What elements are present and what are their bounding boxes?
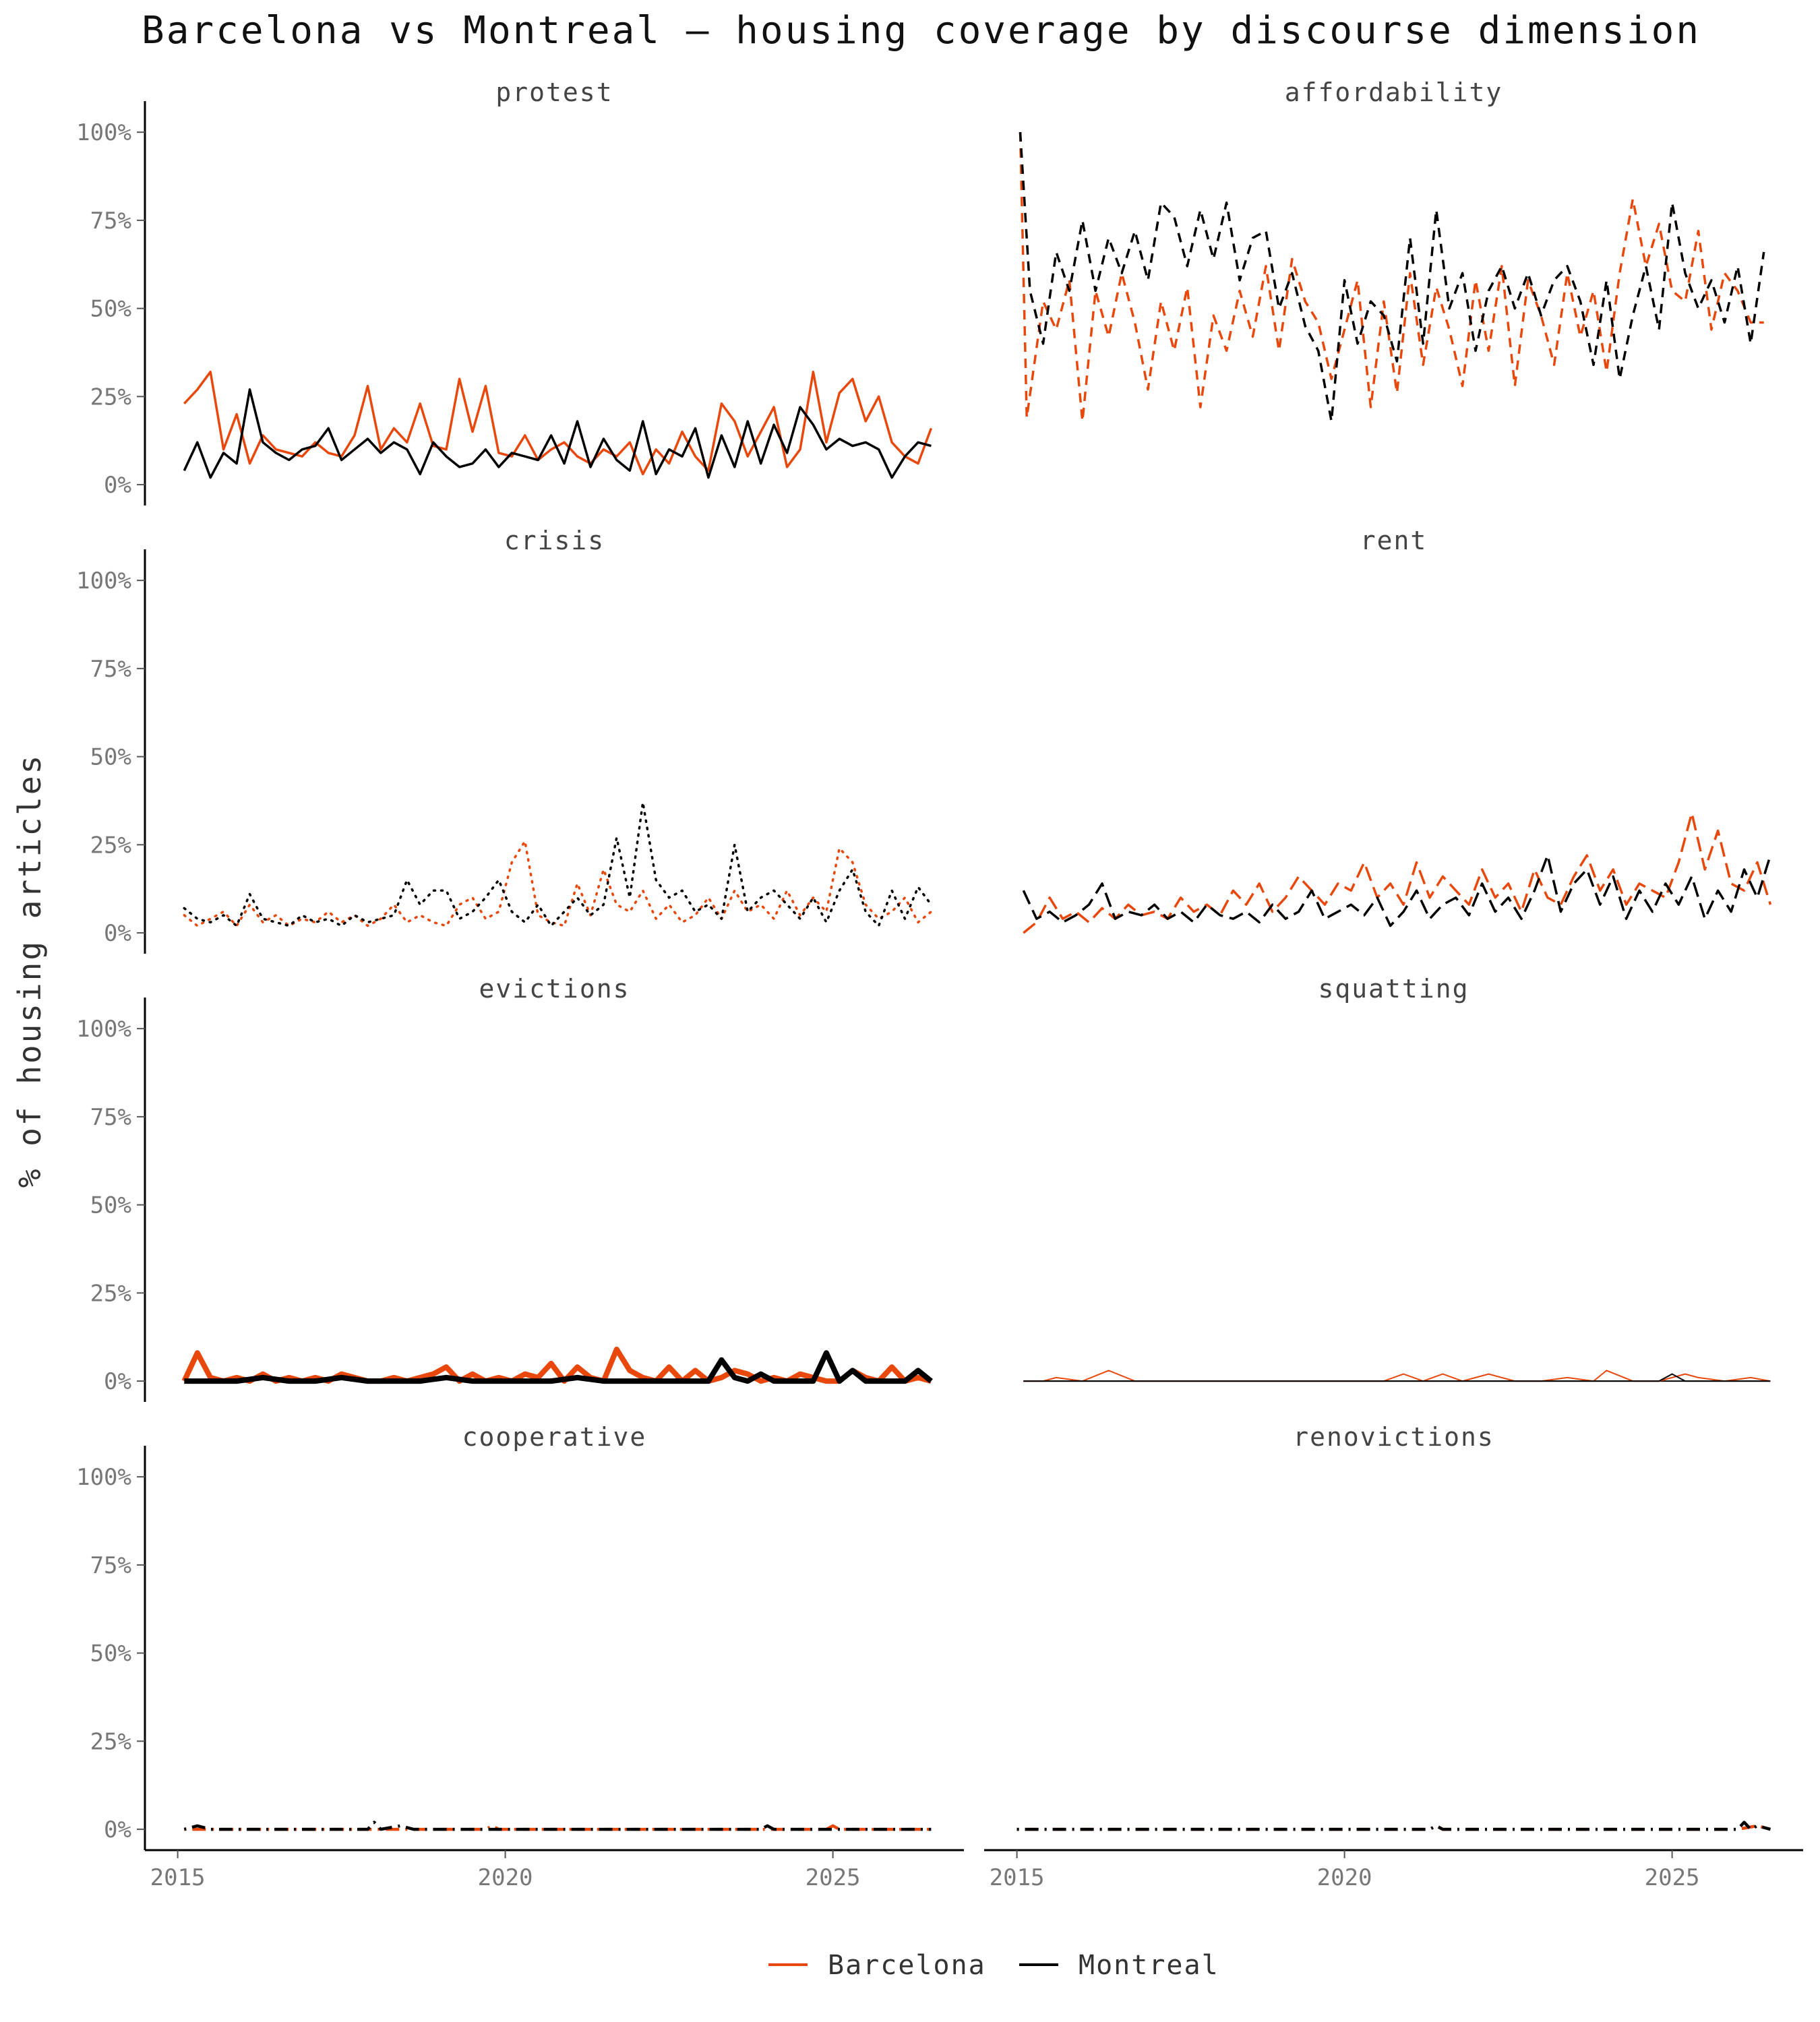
facet-title: cooperative bbox=[462, 1422, 647, 1452]
facet-title: evictions bbox=[479, 974, 630, 1004]
legend: Barcelona Montreal bbox=[768, 1950, 1219, 1981]
legend-label: Barcelona bbox=[828, 1950, 986, 1981]
series-line-montreal bbox=[183, 801, 933, 927]
series-line-montreal bbox=[183, 388, 932, 479]
y-tick-label: 100% bbox=[76, 1016, 131, 1043]
series-line-montreal bbox=[1022, 854, 1772, 927]
x-tick-label: 2020 bbox=[1317, 1864, 1372, 1891]
y-tick-label: 75% bbox=[90, 656, 131, 683]
x-tick-label: 2025 bbox=[1645, 1864, 1700, 1891]
facet-panels: protest 0% 25% 50% 75% 100% affordability crisi… bbox=[76, 78, 1803, 1891]
series-line-barcelona bbox=[183, 840, 933, 927]
y-tick-label: 0% bbox=[104, 920, 131, 947]
facet-panel-protest: protest 0% 25% 50% 75% 100% bbox=[76, 78, 933, 506]
y-tick-label: 25% bbox=[90, 1728, 131, 1755]
facet-panel-rent: rent bbox=[1022, 526, 1772, 934]
facet-title: affordability bbox=[1285, 78, 1503, 107]
facet-title: rent bbox=[1360, 526, 1428, 555]
chart-title: Barcelona vs Montreal — housing coverage… bbox=[142, 9, 1701, 53]
y-tick-label: 100% bbox=[76, 568, 131, 594]
facet-panel-crisis: crisis 0% 25% 50% 75% 100% bbox=[76, 526, 933, 954]
series-line-barcelona bbox=[1023, 811, 1772, 934]
series-line-barcelona bbox=[184, 1824, 932, 1831]
y-tick-label: 25% bbox=[90, 384, 131, 410]
y-tick-label: 75% bbox=[90, 1552, 131, 1579]
facet-panel-affordability: affordability bbox=[1019, 78, 1765, 423]
series-line-barcelona bbox=[1019, 132, 1764, 423]
facet-title: protest bbox=[495, 78, 613, 107]
y-axis-label: % of housing articles bbox=[11, 754, 48, 1188]
y-tick-label: 75% bbox=[90, 208, 131, 235]
y-tick-label: 75% bbox=[90, 1104, 131, 1131]
facet-panel-squatting: squatting bbox=[1023, 974, 1771, 1382]
series-line-barcelona bbox=[1023, 1370, 1771, 1382]
series-line-montreal bbox=[183, 1820, 932, 1831]
y-tick-label: 25% bbox=[90, 832, 131, 859]
facet-panel-renovictions: renovictions 2015 2020 2025 bbox=[984, 1422, 1803, 1891]
series-line-montreal bbox=[1017, 1820, 1771, 1831]
x-tick-label: 2015 bbox=[990, 1864, 1045, 1891]
x-tick-label: 2015 bbox=[150, 1864, 206, 1891]
legend-label: Montreal bbox=[1079, 1950, 1219, 1981]
y-tick-label: 50% bbox=[90, 296, 131, 323]
facet-title: crisis bbox=[504, 526, 605, 555]
y-tick-label: 50% bbox=[90, 744, 131, 771]
series-line-montreal bbox=[1019, 131, 1765, 423]
x-tick-label: 2020 bbox=[478, 1864, 533, 1891]
facet-title: squatting bbox=[1318, 974, 1469, 1004]
y-tick-label: 0% bbox=[104, 1368, 131, 1395]
facet-panel-cooperative: cooperative 0% 25% 50% 75% 100% 2015 2020 2025 bbox=[76, 1422, 964, 1891]
y-tick-label: 0% bbox=[104, 472, 131, 499]
y-tick-label: 50% bbox=[90, 1192, 131, 1219]
series-line-montreal bbox=[1023, 1373, 1771, 1382]
y-tick-label: 0% bbox=[104, 1816, 131, 1843]
x-tick-label: 2025 bbox=[806, 1864, 861, 1891]
y-tick-label: 100% bbox=[76, 119, 131, 146]
facet-panel-evictions: evictions 0% 25% 50% 75% 100% bbox=[76, 974, 933, 1402]
facet-title: renovictions bbox=[1293, 1422, 1494, 1452]
y-tick-label: 25% bbox=[90, 1280, 131, 1307]
series-line-montreal bbox=[184, 1350, 933, 1384]
y-tick-label: 50% bbox=[90, 1641, 131, 1667]
series-line-barcelona bbox=[183, 370, 933, 476]
y-tick-label: 100% bbox=[76, 1464, 131, 1491]
